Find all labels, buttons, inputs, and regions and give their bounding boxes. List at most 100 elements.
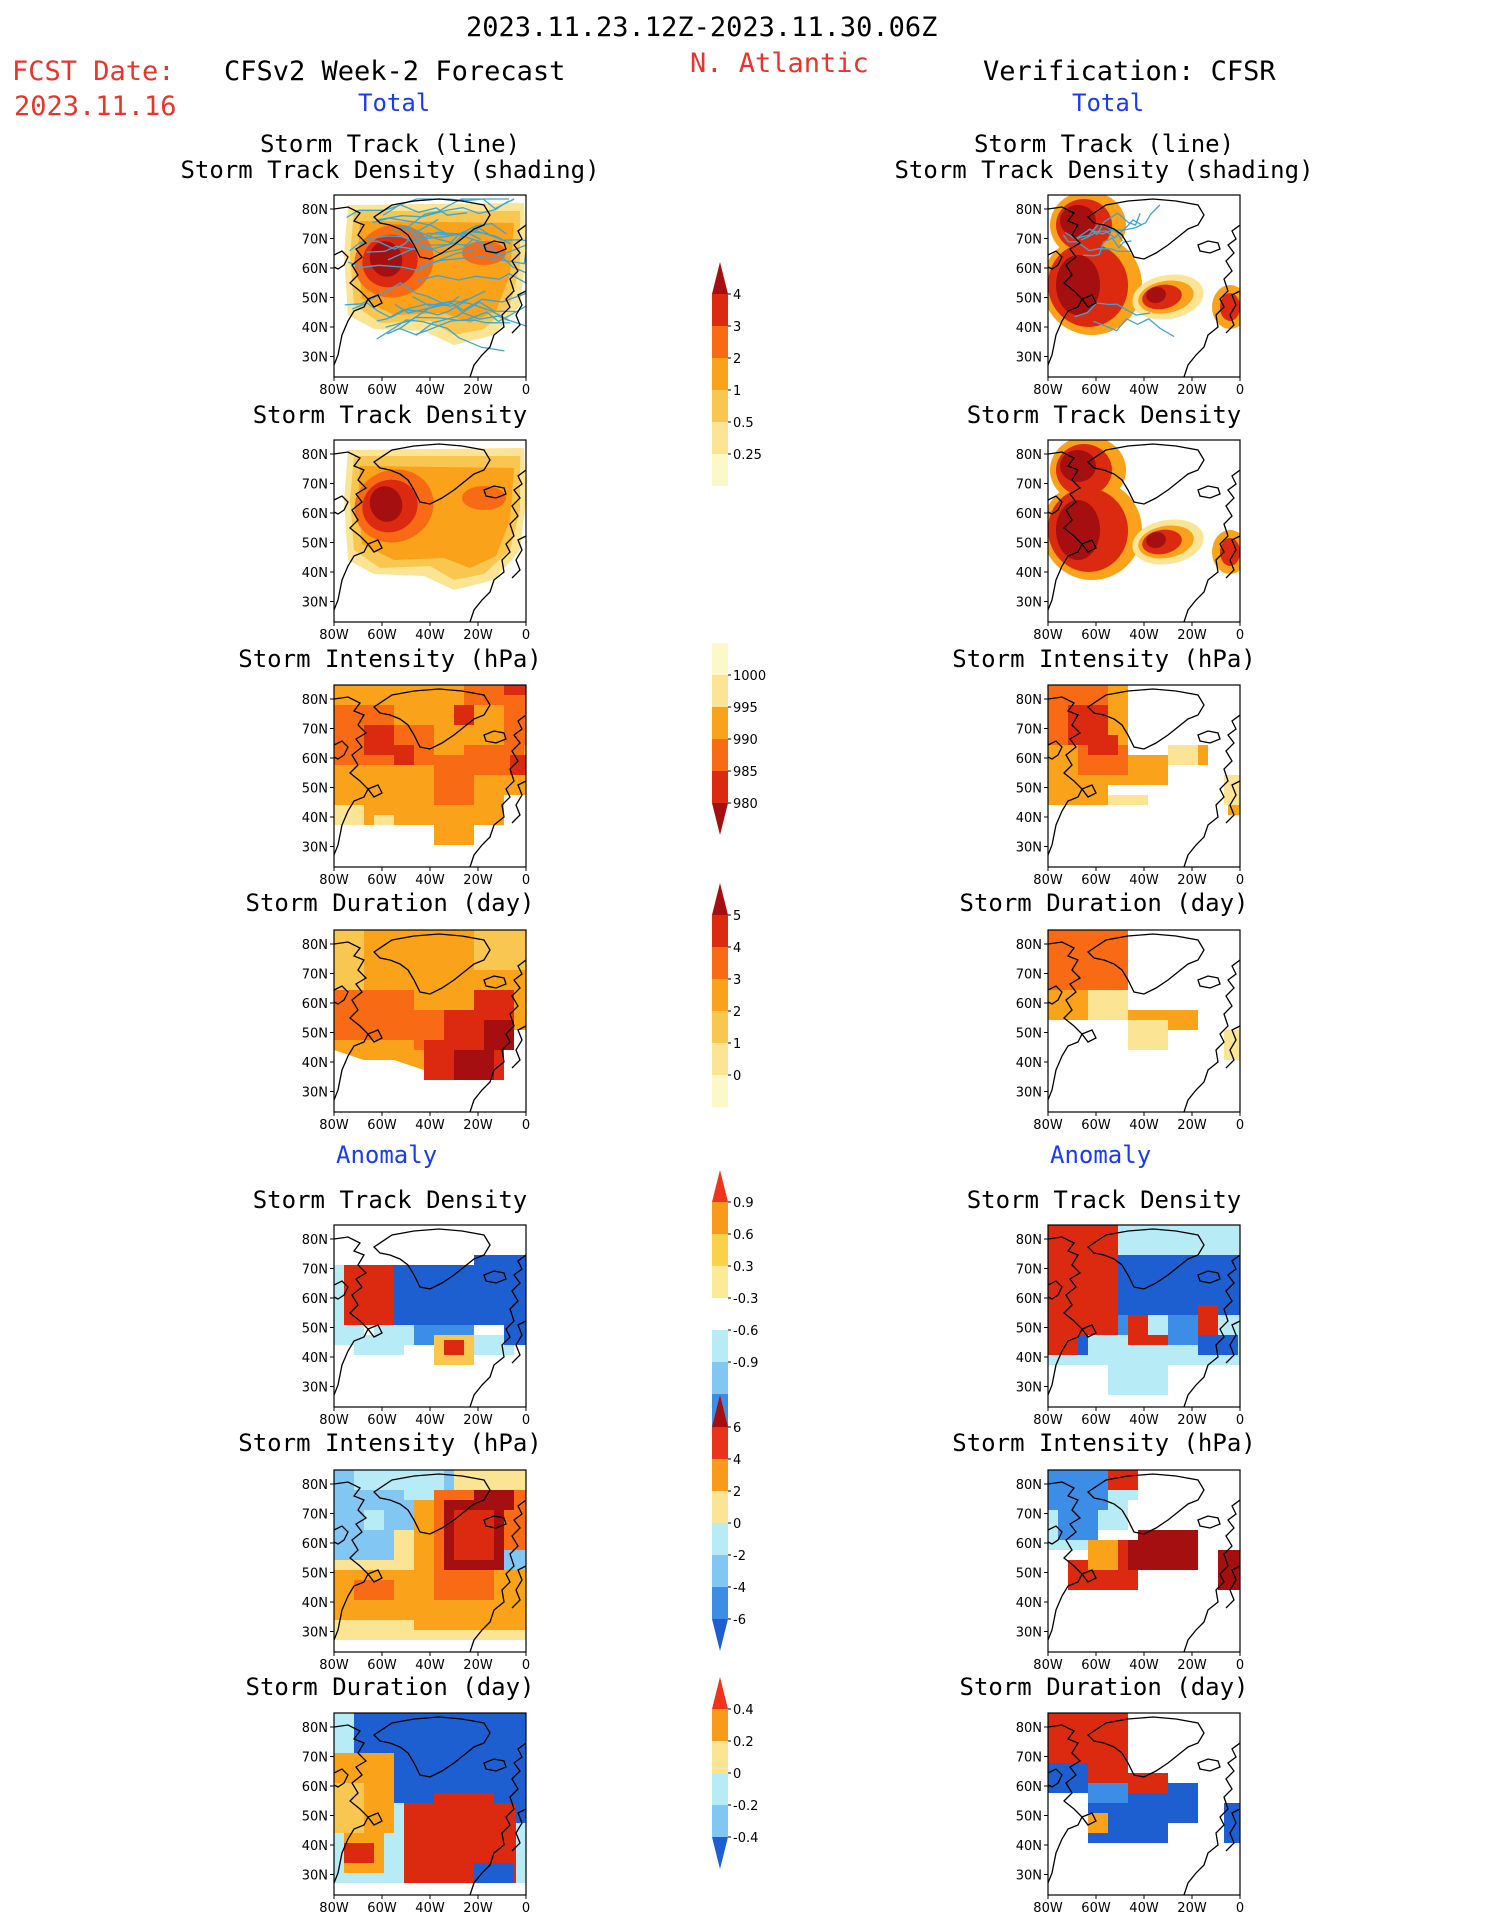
lon-tick-label: 60W [367,628,397,643]
left-duration-title: Storm Duration (day) [245,889,535,917]
lat-tick-label: 50N [302,537,328,552]
right-total-label: Total [1072,89,1145,117]
lat-tick-label: 30N [1016,1869,1042,1884]
colorbar-anom_duration: 0.4 0.2 0 -0.2 -0.4 [712,1677,758,1869]
lat-tick-label: 50N [1016,537,1042,552]
lat-tick-label: 60N [1016,1537,1042,1552]
lon-tick-label: 0 [522,873,530,888]
colorbar-anom_intensity: 6 4 2 0 -2 -4 -6 [712,1395,746,1651]
map-plot: 80N 70N 60N 50N 40N 30N 80W 60W 40W 20W 0 [302,1469,530,1673]
lat-tick-label: 70N [1016,968,1042,983]
right-anomaly-label: Anomaly [1050,1141,1152,1169]
lon-tick-label: 80W [1033,1413,1063,1428]
lat-tick-label: 30N [302,596,328,611]
right-track-title: Storm Track (line) Storm Track Density (… [894,131,1314,183]
colorbar-density: 4 3 2 1 0.5 0.25 [712,262,782,494]
right-track-title-line2: Storm Track Density (shading) [894,156,1314,184]
lon-tick-label: 60W [367,1413,397,1428]
lon-tick-label: 40W [1129,1658,1159,1673]
colorbar-label: 0.3 [733,1260,754,1275]
colorbar-label: 0 [733,1069,741,1084]
fcst-date: 2023.11.16 [14,91,177,122]
lat-tick-label: 60N [1016,262,1042,277]
lat-tick-label: 80N [1016,1233,1042,1248]
lon-tick-label: 60W [1081,1118,1111,1133]
lon-tick-label: 60W [1081,1658,1111,1673]
lat-tick-label: 40N [302,811,328,826]
lon-tick-label: 80W [319,873,349,888]
lat-tick-label: 70N [302,478,328,493]
colorbar-label: 4 [733,288,741,303]
lon-tick-label: 40W [1129,1118,1159,1133]
colorbar-duration: 5 4 3 2 1 0 [712,883,782,1115]
map-plot: 80N 70N 60N 50N 40N 30N 80W 60W 40W 20W 0 [302,194,530,398]
lon-tick-label: 40W [415,1901,445,1916]
lon-tick-label: 40W [415,1413,445,1428]
lat-tick-label: 40N [1016,811,1042,826]
lon-tick-label: 20W [463,1658,493,1673]
date-range: 2023.11.23.12Z-2023.11.30.06Z [466,12,938,43]
map-anom-density-verif: 80N 70N 60N 50N 40N 30N 80W 60W 40W 20W 0 [1008,1224,1244,1431]
lat-tick-label: 30N [1016,351,1042,366]
map-plot: 80N 70N 60N 50N 40N 30N 80W 60W 40W 20W 0 [1016,1469,1244,1673]
lat-tick-label: 60N [302,507,328,522]
colorbar-label: 0 [733,1767,741,1782]
colorbar-label: 980 [733,797,758,812]
lat-tick-label: 80N [1016,693,1042,708]
colorbar-label: 995 [733,701,758,716]
map-plot: 80N 70N 60N 50N 40N 30N 80W 60W 40W 20W 0 [302,1224,530,1428]
lon-tick-label: 20W [463,383,493,398]
lon-tick-label: 20W [1177,383,1207,398]
lat-tick-label: 40N [302,1596,328,1611]
lon-tick-label: 40W [1129,1413,1159,1428]
lat-tick-label: 50N [302,1322,328,1337]
lat-tick-label: 30N [1016,1086,1042,1101]
colorbar-label: 4 [733,941,741,956]
lat-tick-label: 30N [302,841,328,856]
lat-tick-label: 80N [302,1233,328,1248]
colorbar-label: 1000 [733,669,766,684]
lon-tick-label: 40W [1129,1901,1159,1916]
map-total-track-verif: 80N 70N 60N 50N 40N 30N 80W 60W 40W 20W 0 [1008,194,1244,401]
colorbar-label: 0.2 [733,1735,754,1750]
lon-tick-label: 40W [415,873,445,888]
lon-tick-label: 80W [1033,1901,1063,1916]
forecast-title: CFSv2 Week-2 Forecast [224,56,566,87]
lon-tick-label: 60W [1081,1901,1111,1916]
lat-tick-label: 50N [1016,292,1042,307]
lon-tick-label: 60W [1081,383,1111,398]
colorbar-label: -4 [733,1581,746,1596]
lat-tick-label: 30N [302,1626,328,1641]
map-total-duration-forecast: 80N 70N 60N 50N 40N 30N 80W 60W 40W 20W 0 [294,929,530,1136]
colorbar-label: 0.9 [733,1196,754,1211]
lon-tick-label: 40W [1129,873,1159,888]
lat-tick-label: 40N [1016,321,1042,336]
lat-tick-label: 80N [1016,1478,1042,1493]
lat-tick-label: 30N [1016,1381,1042,1396]
lat-tick-label: 70N [302,1508,328,1523]
colorbar-label: 0 [733,1517,741,1532]
lon-tick-label: 0 [1236,1658,1244,1673]
lat-tick-label: 30N [302,1086,328,1101]
lat-tick-label: 50N [302,1810,328,1825]
lon-tick-label: 80W [319,1118,349,1133]
colorbar-label: -0.3 [733,1292,758,1307]
left-anom-duration-title: Storm Duration (day) [245,1673,535,1701]
lat-tick-label: 40N [1016,1596,1042,1611]
lon-tick-label: 80W [319,1413,349,1428]
lon-tick-label: 40W [415,1118,445,1133]
map-total-intensity-forecast: 80N 70N 60N 50N 40N 30N 80W 60W 40W 20W 0 [294,684,530,891]
left-track-title: Storm Track (line) Storm Track Density (… [180,131,600,183]
colorbar-label: -0.4 [733,1831,758,1846]
lat-tick-label: 60N [302,752,328,767]
right-anom-density-title: Storm Track Density [966,1186,1242,1214]
lon-tick-label: 20W [1177,1413,1207,1428]
lat-tick-label: 50N [302,292,328,307]
lat-tick-label: 30N [302,1381,328,1396]
lat-tick-label: 70N [302,1751,328,1766]
lat-tick-label: 50N [1016,1027,1042,1042]
map-plot: 80N 70N 60N 50N 40N 30N 80W 60W 40W 20W 0 [302,684,530,888]
lon-tick-label: 60W [1081,628,1111,643]
lat-tick-label: 60N [1016,507,1042,522]
lat-tick-label: 60N [1016,1780,1042,1795]
